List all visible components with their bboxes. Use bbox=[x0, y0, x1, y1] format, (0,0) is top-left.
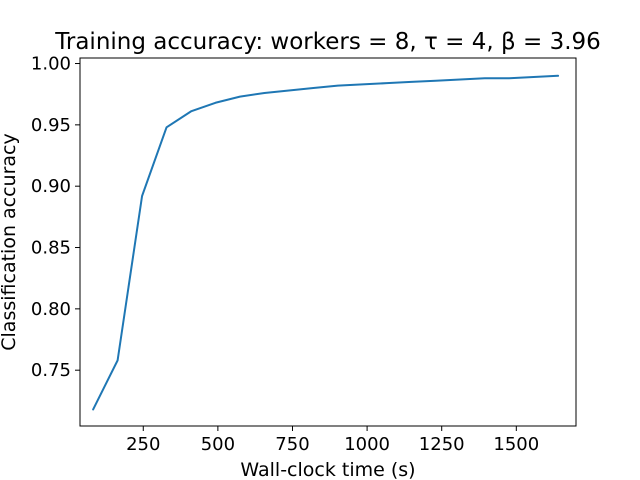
series-line bbox=[92, 74, 560, 411]
plot-area bbox=[79, 57, 577, 427]
x-tick-label: 500 bbox=[201, 434, 235, 455]
y-axis: 0.75 0.80 0.85 0.90 0.95 1.00 bbox=[31, 54, 80, 381]
series-layer bbox=[92, 74, 560, 411]
y-tick-label: 0.95 bbox=[31, 115, 71, 136]
x-tick-label: 250 bbox=[126, 434, 160, 455]
x-axis-label: Wall-clock time (s) bbox=[240, 459, 415, 480]
y-axis-label: Classification accuracy bbox=[0, 133, 20, 350]
y-tick-label: 0.85 bbox=[31, 238, 71, 259]
y-tick-label: 0.75 bbox=[31, 360, 71, 381]
y-tick-label: 1.00 bbox=[31, 54, 71, 75]
x-tick-label: 1500 bbox=[493, 434, 539, 455]
x-tick-label: 1000 bbox=[344, 434, 390, 455]
y-tick-label: 0.80 bbox=[31, 299, 71, 320]
x-axis: 250 500 750 1000 1250 1500 bbox=[126, 426, 539, 455]
chart-title: Training accuracy: workers = 8, τ = 4, β… bbox=[54, 29, 601, 55]
y-tick-label: 0.90 bbox=[31, 176, 71, 197]
x-tick-label: 750 bbox=[275, 434, 309, 455]
x-tick-label: 1250 bbox=[419, 434, 465, 455]
